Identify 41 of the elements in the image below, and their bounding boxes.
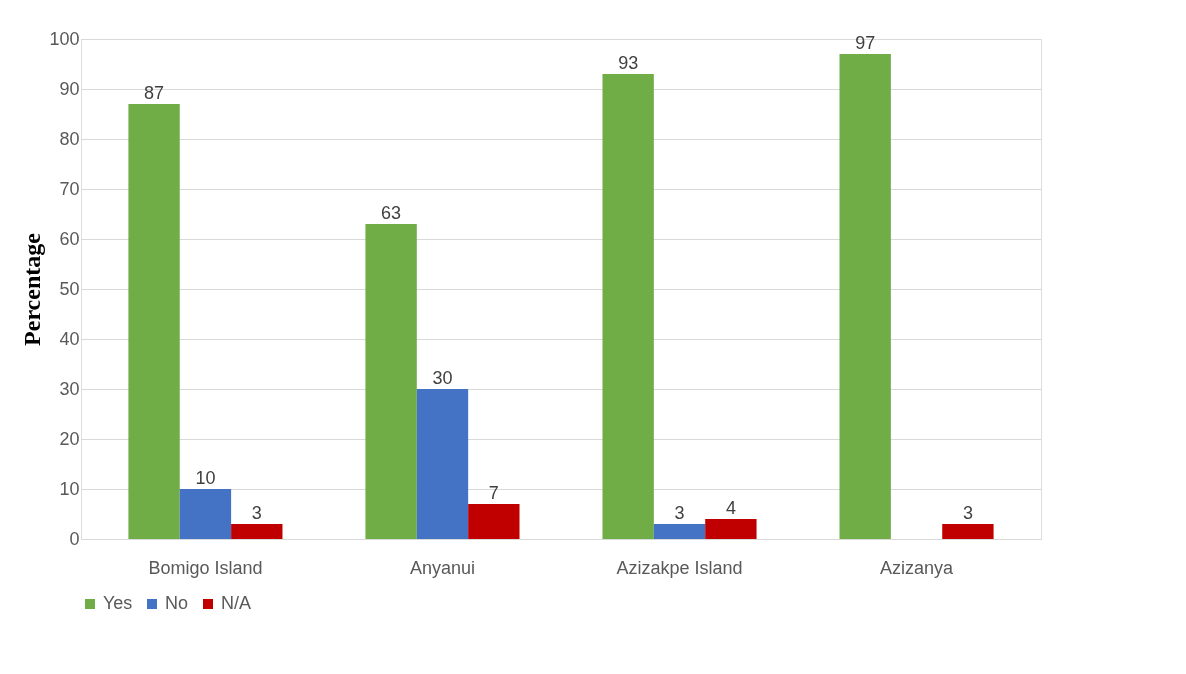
data-label: 3 bbox=[251, 503, 262, 523]
legend-label: N/A bbox=[221, 593, 252, 613]
legend-label: Yes bbox=[103, 593, 133, 613]
data-label: 30 bbox=[432, 368, 453, 388]
x-tick-label: Azizakpe Island bbox=[616, 557, 743, 578]
bar bbox=[365, 224, 417, 539]
bar bbox=[468, 504, 520, 539]
legend-label: No bbox=[165, 593, 189, 613]
x-tick-label: Azizanya bbox=[880, 557, 955, 578]
bar bbox=[231, 524, 283, 539]
y-tick-label: 50 bbox=[59, 278, 80, 299]
bar bbox=[179, 489, 232, 539]
bar bbox=[705, 519, 757, 539]
data-label: 4 bbox=[725, 498, 736, 518]
bar bbox=[416, 389, 469, 539]
x-tick-label: Bomigo Island bbox=[148, 557, 263, 578]
y-tick-label: 100 bbox=[49, 28, 80, 49]
bar bbox=[942, 524, 994, 539]
x-tick-label: Anyanui bbox=[409, 557, 476, 578]
y-tick-label: 40 bbox=[59, 328, 80, 349]
y-axis-title: Percentage bbox=[19, 232, 46, 346]
y-tick-label: 60 bbox=[59, 228, 80, 249]
y-tick-label: 10 bbox=[59, 478, 80, 499]
y-tick-label: 80 bbox=[59, 128, 80, 149]
data-label: 87 bbox=[144, 83, 165, 103]
data-label: 93 bbox=[618, 53, 639, 73]
data-label: 10 bbox=[195, 468, 216, 488]
data-label: 3 bbox=[674, 503, 685, 523]
y-tick-label: 70 bbox=[59, 178, 80, 199]
data-label: 97 bbox=[855, 33, 876, 53]
y-tick-label: 30 bbox=[59, 378, 80, 399]
bar bbox=[653, 524, 706, 539]
y-tick-label: 20 bbox=[59, 428, 80, 449]
data-label: 3 bbox=[962, 503, 973, 523]
y-tick-label: 90 bbox=[59, 78, 80, 99]
bar bbox=[602, 74, 654, 539]
y-tick-label: 0 bbox=[69, 528, 80, 549]
data-label: 7 bbox=[488, 483, 499, 503]
data-label: 63 bbox=[381, 203, 402, 223]
bar bbox=[839, 54, 891, 539]
bar bbox=[128, 104, 180, 539]
